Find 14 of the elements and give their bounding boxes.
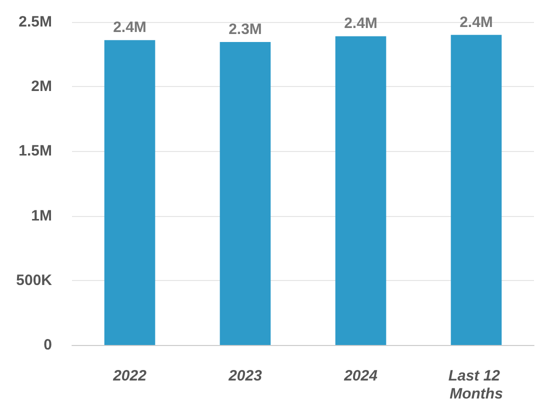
data-label: 2.4M xyxy=(113,19,146,36)
x-tick-label: 2023 xyxy=(228,368,263,384)
x-tick-label: 2022 xyxy=(112,368,148,384)
data-label: 2.4M xyxy=(460,14,493,31)
y-tick-label: 500K xyxy=(16,272,52,289)
data-label: 2.3M xyxy=(228,21,262,38)
x-tick-label: Last 12 Months xyxy=(448,368,504,402)
data-label: 2.4M xyxy=(344,15,378,32)
y-tick-label: 1.5M xyxy=(18,142,52,160)
y-tick-label: 2.5M xyxy=(18,14,52,30)
y-tick-label: 0 xyxy=(44,336,52,354)
x-tick-label: 2024 xyxy=(343,368,378,384)
y-tick-label: 2M xyxy=(31,78,52,96)
y-tick-label: 1M xyxy=(31,207,52,224)
